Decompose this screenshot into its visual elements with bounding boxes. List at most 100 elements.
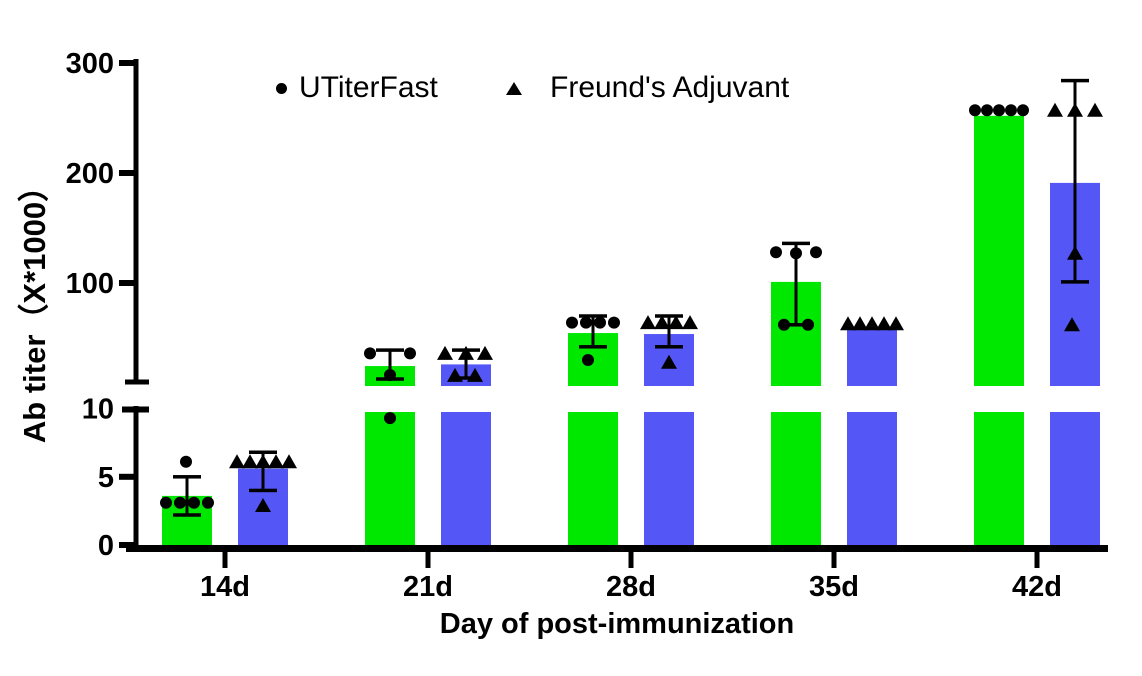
axis-break-cap-upper xyxy=(125,379,149,385)
data-point-triangle-14d xyxy=(242,454,258,469)
y-tick-label-10: 10 xyxy=(82,394,114,426)
data-point-circle-35d xyxy=(770,246,782,259)
data-point-triangle-35d xyxy=(888,316,904,331)
error-bar-freunds-42d-cap-top xyxy=(1061,78,1089,83)
data-point-circle-21d xyxy=(384,412,396,425)
y-axis-title: Ab titer（X*1000） xyxy=(17,170,52,444)
error-bar-freunds-28d-cap-bottom xyxy=(655,345,683,349)
legend-label-utiterfast: UTiterFast xyxy=(299,71,438,104)
data-point-circle-14d xyxy=(180,455,192,468)
legend: UTiterFast Freund's Adjuvant xyxy=(0,70,1142,106)
circle-marker-icon xyxy=(276,82,287,94)
data-point-circle-42d xyxy=(981,104,993,117)
error-bar-utiterfast-35d-cap-top xyxy=(782,241,810,246)
data-point-triangle-14d xyxy=(268,454,284,469)
data-point-triangle-42d xyxy=(1067,102,1083,117)
data-point-circle-21d xyxy=(364,347,376,360)
error-bar-utiterfast-21d-cap-top xyxy=(376,348,404,352)
data-point-triangle-42d xyxy=(1064,317,1080,332)
x-tick-label-14d: 14d xyxy=(200,571,250,603)
error-bar-utiterfast-28d xyxy=(591,316,595,347)
y-tick-200 xyxy=(119,170,136,176)
legend-label-freunds-adjuvant: Freund's Adjuvant xyxy=(550,71,790,104)
data-point-triangle-28d xyxy=(654,315,670,330)
data-point-triangle-42d xyxy=(1087,102,1103,117)
bar-freunds-35d-lower xyxy=(847,412,897,548)
y-tick-label-200: 200 xyxy=(66,158,114,190)
error-bar-freunds-21d xyxy=(464,350,468,379)
data-point-circle-35d xyxy=(810,246,822,259)
data-point-triangle-42d xyxy=(1047,102,1063,117)
data-point-triangle-35d xyxy=(876,316,892,331)
data-point-triangle-21d xyxy=(467,367,483,382)
legend-item-utiterfast: UTiterFast xyxy=(276,70,438,106)
data-point-triangle-14d xyxy=(229,454,245,469)
data-point-circle-42d xyxy=(1017,104,1029,117)
error-bar-utiterfast-28d-cap-top xyxy=(579,314,607,318)
legend-item-freunds-adjuvant: Freund's Adjuvant xyxy=(506,70,789,106)
error-bar-utiterfast-35d xyxy=(794,243,798,325)
error-bar-freunds-14d-cap-top xyxy=(249,450,277,454)
y-tick-label-0: 0 xyxy=(98,530,114,562)
data-point-triangle-28d xyxy=(682,315,698,330)
data-point-circle-42d xyxy=(993,104,1005,117)
error-bar-freunds-42d xyxy=(1073,80,1077,282)
data-point-triangle-35d xyxy=(852,316,868,331)
data-point-circle-28d xyxy=(580,316,592,329)
x-tick-42d xyxy=(1034,552,1040,568)
y-tick-label-300: 300 xyxy=(66,48,114,80)
error-bar-utiterfast-14d xyxy=(185,476,189,515)
error-bar-freunds-28d xyxy=(667,316,671,347)
bar-utiterfast-28d-lower xyxy=(568,412,618,548)
data-point-circle-42d xyxy=(969,104,981,117)
bar-utiterfast-42d-upper xyxy=(974,115,1024,387)
error-bar-freunds-42d-cap-bottom xyxy=(1061,280,1089,284)
data-point-triangle-35d xyxy=(840,316,856,331)
error-bar-freunds-28d-cap-top xyxy=(655,314,683,318)
bar-freunds-35d-upper xyxy=(847,329,897,386)
x-tick-label-28d: 28d xyxy=(606,571,656,603)
data-point-triangle-14d xyxy=(255,454,271,469)
data-point-triangle-35d xyxy=(864,316,880,331)
y-tick-label-100: 100 xyxy=(66,268,114,300)
error-bar-utiterfast-14d-cap-bottom xyxy=(173,513,201,517)
x-axis-line xyxy=(126,545,1108,552)
y-tick-5 xyxy=(119,473,136,480)
x-tick-label-35d: 35d xyxy=(809,571,859,603)
data-point-circle-28d xyxy=(594,316,606,329)
data-point-triangle-28d xyxy=(661,354,677,369)
data-point-triangle-21d xyxy=(447,367,463,382)
y-tick-label-5: 5 xyxy=(98,462,114,494)
data-point-circle-35d xyxy=(778,318,790,331)
data-point-circle-35d xyxy=(790,247,802,260)
data-point-triangle-21d xyxy=(458,345,474,360)
triangle-marker-icon xyxy=(506,81,522,95)
error-bar-freunds-14d-cap-bottom xyxy=(249,488,277,493)
data-point-triangle-28d xyxy=(668,315,684,330)
error-bar-freunds-21d-cap-bottom xyxy=(452,376,480,380)
bar-freunds-21d-lower xyxy=(441,412,491,548)
data-point-circle-14d xyxy=(174,496,186,509)
y-tick-300 xyxy=(119,60,136,66)
data-point-triangle-28d xyxy=(640,315,656,330)
bar-utiterfast-21d-lower xyxy=(365,412,415,548)
error-bar-freunds-14d xyxy=(261,452,265,491)
x-tick-label-21d: 21d xyxy=(403,571,453,603)
data-point-circle-14d xyxy=(202,496,214,509)
data-point-triangle-14d xyxy=(255,497,271,512)
bar-utiterfast-35d-lower xyxy=(771,412,821,548)
error-bar-utiterfast-35d-cap-bottom xyxy=(782,323,810,327)
data-point-triangle-21d xyxy=(477,345,493,360)
y-axis-upper-segment xyxy=(133,59,139,384)
data-point-circle-28d xyxy=(582,354,594,366)
bar-utiterfast-42d-lower xyxy=(974,412,1024,548)
data-point-circle-35d xyxy=(802,318,814,331)
x-tick-28d xyxy=(628,552,634,568)
x-tick-14d xyxy=(222,552,228,568)
data-point-triangle-42d xyxy=(1067,245,1083,260)
data-point-circle-14d xyxy=(160,496,172,509)
data-point-circle-21d xyxy=(404,347,416,360)
error-bar-utiterfast-14d-cap-top xyxy=(173,475,201,479)
